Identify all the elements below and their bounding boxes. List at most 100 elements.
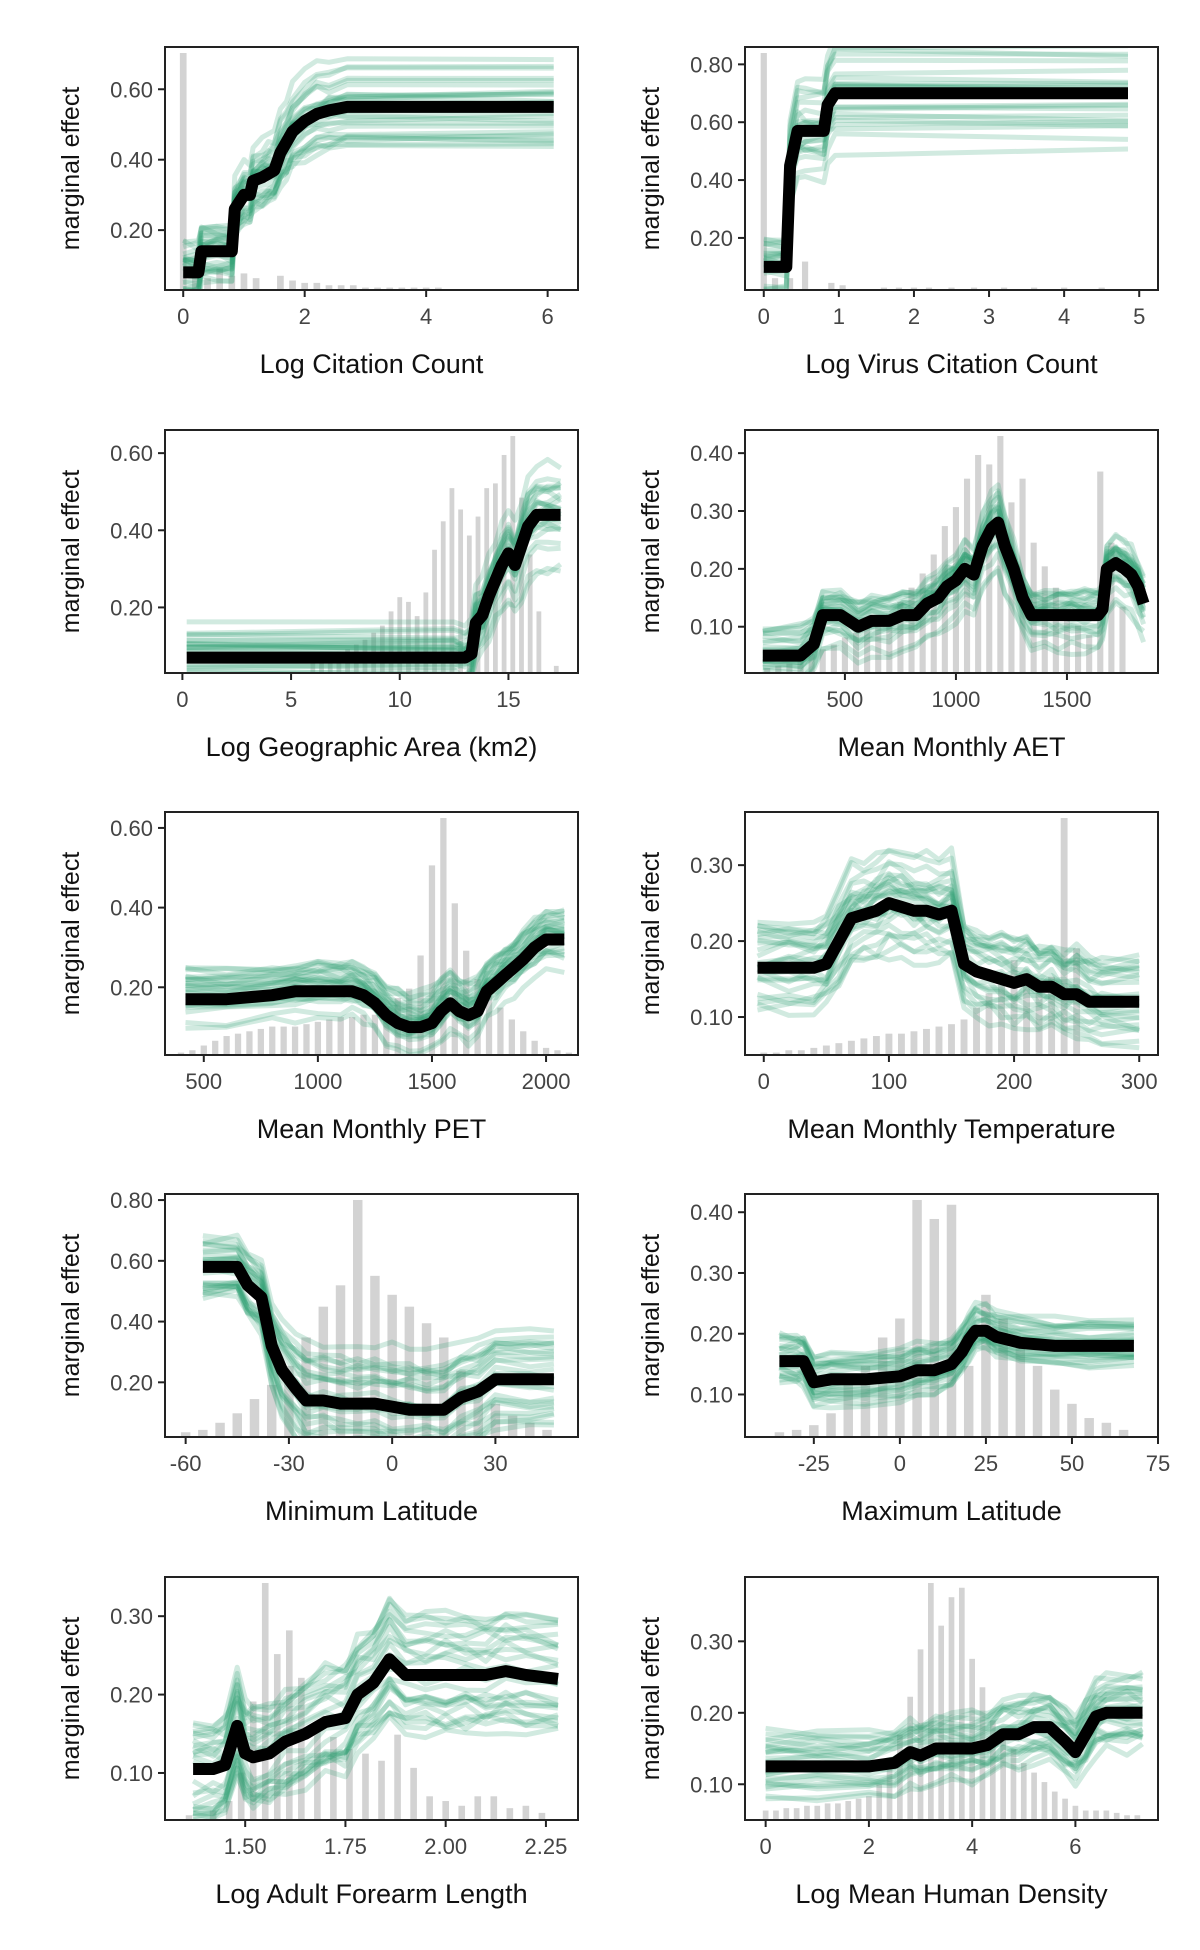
x-tick-label: 2	[863, 1834, 875, 1859]
histogram-bar	[442, 1801, 449, 1820]
histogram-bar	[313, 282, 321, 290]
y-tick-label: 0.20	[690, 557, 733, 582]
ice-curve	[192, 1634, 559, 1729]
ice-curve	[757, 884, 1140, 986]
histogram-bar	[473, 1384, 483, 1437]
mean-effect-line	[757, 897, 1140, 1008]
histogram-bar	[822, 1045, 830, 1055]
ice-curve	[182, 133, 554, 287]
histogram-bar	[793, 1808, 800, 1820]
y-tick-label: 0.30	[690, 1261, 733, 1286]
ice-curve	[757, 847, 1140, 972]
ice-curve	[191, 1617, 559, 1759]
histogram-bar	[872, 1036, 880, 1055]
histogram-bar	[880, 287, 888, 290]
ice-curves	[191, 1595, 560, 1820]
histogram-bar	[948, 1024, 955, 1055]
histogram-bar	[845, 1801, 852, 1820]
ice-curve	[807, 568, 1146, 673]
histogram-bar	[946, 1204, 957, 1437]
histogram-bar	[192, 271, 199, 290]
histogram-bar	[1041, 1782, 1048, 1820]
x-tick-label: 0	[760, 1834, 772, 1859]
panel-10: 0.10 0.20 0.30 0 2 4 6 Log Mean Human Density ma…	[637, 1576, 1159, 1909]
histogram-bar	[963, 1365, 974, 1437]
histogram-bar	[362, 287, 369, 290]
y-axis-title: marginal effect	[57, 1234, 85, 1398]
ice-curve	[202, 1287, 554, 1437]
mean-effect-line	[185, 933, 565, 1034]
histogram-bar	[1010, 1748, 1017, 1820]
ice-curve	[765, 1741, 1144, 1802]
histogram-bar	[1032, 1365, 1043, 1437]
x-tick-label: -30	[273, 1451, 305, 1476]
x-tick-label: 15	[496, 687, 520, 712]
histogram-bar	[410, 287, 418, 290]
ice-curve	[186, 480, 563, 641]
histogram-bar	[1101, 1422, 1112, 1437]
histogram-bar	[828, 282, 835, 290]
histogram-bar	[771, 278, 779, 290]
histogram-bar	[335, 1285, 346, 1437]
histogram-bar	[542, 1047, 550, 1055]
histogram-bar	[960, 1019, 968, 1055]
ice-curve	[185, 909, 565, 1021]
ice-curve	[765, 1691, 1143, 1765]
histogram-bar	[985, 993, 993, 1055]
histogram-bar	[285, 1630, 293, 1820]
plot-frame	[164, 1576, 579, 1821]
histogram-bar	[1119, 606, 1126, 673]
ice-curve	[778, 1344, 1135, 1399]
ice-curve	[765, 1673, 1143, 1755]
x-tick-label: 4	[420, 304, 432, 329]
panel-8: 0.10 0.20 0.30 0.40 -25 0 25 50 75 Maximum Latitu…	[637, 1193, 1170, 1526]
ice-curve	[192, 1685, 559, 1820]
histogram-bar	[554, 1050, 561, 1055]
y-tick-label: 0.40	[690, 1200, 733, 1225]
histogram-bar	[935, 1026, 943, 1055]
y-tick-label: 0.60	[110, 441, 153, 466]
histogram-bar	[835, 1803, 841, 1820]
histogram-bar	[897, 1033, 905, 1055]
y-tick-label: 0.30	[690, 499, 733, 524]
plot-frame	[744, 811, 1159, 1056]
histogram-bar	[180, 1432, 191, 1437]
histogram-bar	[423, 592, 429, 673]
ice-curve	[756, 872, 1140, 966]
histogram-bar	[319, 656, 324, 673]
plot-frame	[744, 46, 1159, 291]
histogram-bar	[386, 287, 394, 290]
histogram-bar	[797, 1050, 805, 1055]
histogram-bar	[410, 1767, 417, 1820]
histogram-bar	[1020, 1763, 1027, 1820]
histogram-bar	[527, 554, 533, 673]
y-axis-title: marginal effect	[57, 87, 85, 251]
histogram-bar	[981, 1294, 991, 1437]
ice-curve	[778, 1337, 1135, 1403]
histogram-bar	[860, 1365, 871, 1437]
histogram-bar	[240, 273, 248, 290]
plot-frame	[744, 1576, 1159, 1821]
histogram-bar	[841, 637, 848, 673]
histogram-bar	[1134, 1815, 1141, 1820]
histogram-bar	[928, 1583, 934, 1820]
histogram-bar	[249, 1399, 260, 1437]
ice-curve	[191, 1608, 560, 1756]
histogram-bar	[440, 818, 447, 1055]
histogram-bar	[370, 1275, 380, 1437]
ice-curve	[192, 1617, 559, 1749]
histogram-bar	[855, 1798, 862, 1820]
y-tick-label: 0.30	[690, 853, 733, 878]
histogram-bar	[1098, 287, 1105, 290]
y-tick-label: 0.40	[690, 168, 733, 193]
y-tick-label: 0.80	[110, 1188, 153, 1213]
histogram-bar	[417, 955, 424, 1055]
histogram-bar	[485, 995, 493, 1055]
histogram-bar	[538, 1812, 546, 1820]
histogram-bar	[1108, 542, 1115, 673]
ice-curve	[756, 875, 1140, 975]
y-axis-title: marginal effect	[637, 852, 665, 1016]
ice-curve	[182, 63, 554, 269]
y-tick-label: 0.30	[110, 1604, 153, 1629]
histogram-bar	[383, 1007, 390, 1055]
